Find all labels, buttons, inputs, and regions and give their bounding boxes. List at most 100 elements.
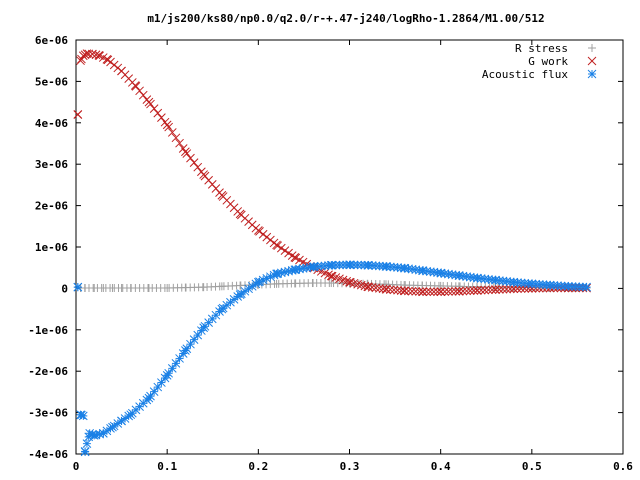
legend-label: R stress — [515, 42, 568, 55]
data-point — [84, 49, 94, 59]
data-point — [582, 282, 591, 292]
data-point — [295, 264, 304, 274]
x-tick-label: 0.2 — [248, 460, 268, 473]
data-point — [80, 447, 90, 456]
y-tick-label: 3e-06 — [35, 158, 68, 171]
data-point — [425, 287, 435, 297]
data-point — [393, 285, 402, 295]
data-point — [175, 138, 184, 148]
data-point — [167, 363, 177, 373]
y-tick-label: -1e-06 — [28, 324, 68, 337]
data-point — [102, 55, 112, 64]
data-point — [262, 232, 272, 242]
data-point — [349, 278, 359, 288]
data-point — [164, 122, 174, 132]
y-tick-label: 6e-06 — [35, 34, 68, 47]
data-point — [465, 286, 475, 296]
data-point — [73, 282, 83, 292]
data-point — [178, 144, 188, 153]
data-point — [345, 278, 355, 287]
data-point — [284, 248, 293, 258]
data-point — [77, 54, 86, 64]
data-point — [82, 439, 92, 449]
data-point — [367, 282, 377, 292]
data-point — [469, 286, 479, 295]
y-tick-label: 1e-06 — [35, 241, 68, 254]
data-point — [458, 286, 468, 296]
data-point — [444, 287, 453, 296]
data-point — [160, 373, 170, 383]
data-point — [88, 49, 97, 59]
data-point — [157, 113, 166, 123]
data-point — [356, 280, 366, 290]
y-tick-label: -3e-06 — [28, 407, 68, 420]
data-point — [193, 330, 203, 340]
data-point — [149, 387, 159, 396]
data-point — [146, 391, 155, 401]
data-point — [382, 284, 392, 294]
data-point — [433, 287, 442, 297]
data-point — [404, 286, 413, 296]
data-point — [498, 284, 508, 294]
data-point — [276, 243, 286, 253]
data-point — [480, 285, 490, 295]
legend-marker — [587, 56, 597, 66]
data-point — [502, 284, 511, 294]
data-point — [76, 56, 85, 66]
data-point — [149, 104, 159, 113]
y-tick-label: 0 — [61, 282, 68, 295]
data-point — [447, 287, 457, 296]
x-tick-label: 0.1 — [157, 460, 177, 473]
data-point — [197, 167, 206, 177]
data-point — [491, 285, 501, 294]
data-point — [422, 287, 432, 297]
data-point — [509, 284, 519, 294]
data-point — [189, 335, 199, 344]
legend-label: Acoustic flux — [482, 68, 568, 81]
data-point — [266, 235, 275, 245]
legend-marker — [587, 69, 597, 79]
data-point — [484, 285, 493, 295]
data-point — [80, 50, 90, 60]
x-tick-label: 0.5 — [522, 460, 542, 473]
data-point — [451, 287, 461, 296]
data-point — [153, 382, 163, 392]
y-tick-label: 5e-06 — [35, 75, 68, 88]
data-point — [193, 162, 203, 172]
legend-marker — [588, 44, 596, 52]
data-point — [462, 286, 471, 296]
data-point — [167, 128, 177, 137]
data-point — [280, 267, 290, 277]
data-point — [400, 286, 410, 296]
data-point — [269, 238, 279, 248]
data-point — [258, 229, 268, 239]
data-point — [411, 287, 421, 296]
data-point — [284, 266, 293, 276]
data-point — [175, 354, 184, 363]
data-point — [164, 368, 174, 378]
data-point — [138, 90, 148, 100]
data-point — [364, 282, 373, 292]
data-point — [436, 287, 446, 297]
data-point — [160, 117, 170, 127]
data-point — [153, 108, 163, 118]
data-point — [407, 286, 417, 296]
data-point — [494, 285, 504, 294]
data-point — [186, 153, 195, 163]
data-point — [280, 246, 290, 255]
chart-title: m1/js200/ks80/np0.0/q2.0/r-+.47-j240/log… — [147, 12, 544, 25]
data-point — [487, 285, 497, 295]
data-marks — [73, 49, 591, 457]
data-point — [389, 285, 399, 295]
data-point — [73, 110, 83, 119]
y-tick-label: -2e-06 — [28, 365, 68, 378]
data-point — [371, 283, 381, 293]
data-point — [171, 133, 181, 143]
data-point — [455, 286, 464, 296]
data-point — [375, 283, 384, 293]
data-point — [178, 349, 188, 358]
data-point — [189, 158, 199, 167]
series-acoustic-flux — [73, 260, 591, 457]
data-point — [476, 285, 486, 295]
